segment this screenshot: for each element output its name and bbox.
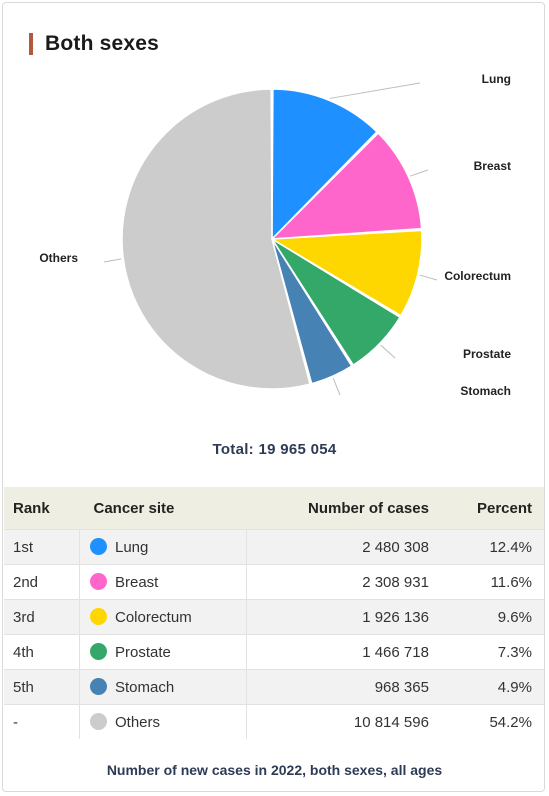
row-cases: 10 814 596 xyxy=(246,704,439,739)
table-row[interactable]: 3rd Colorectum 1 926 136 9.6% xyxy=(4,599,544,635)
site-color-dot xyxy=(90,643,107,660)
row-site: Breast xyxy=(78,564,248,600)
pie-chart: Lung Breast Colorectum Prostate Stomach Other… xyxy=(39,72,511,398)
row-site-label: Others xyxy=(115,714,161,731)
label-connector-stomach xyxy=(332,377,341,396)
row-cases: 2 308 931 xyxy=(246,564,439,600)
chart-title: Both sexes xyxy=(45,32,160,55)
row-site-label: Prostate xyxy=(115,644,171,661)
row-percent: 54.2% xyxy=(438,704,544,739)
row-cases: 1 926 136 xyxy=(246,599,439,635)
pie-label-breast: Breast xyxy=(474,159,511,173)
pie-slice-lung[interactable] xyxy=(271,88,378,240)
row-cases: 968 365 xyxy=(246,669,439,705)
pie-slice-prostate[interactable] xyxy=(271,238,401,366)
row-site: Others xyxy=(78,704,248,739)
label-connector-lung xyxy=(329,82,421,99)
row-site: Colorectum xyxy=(78,599,248,635)
table-row[interactable]: 5th Stomach 968 365 4.9% xyxy=(4,669,544,705)
title-accent-bar xyxy=(29,33,33,55)
label-connector-others xyxy=(103,258,122,263)
row-site: Prostate xyxy=(78,634,248,670)
site-color-dot xyxy=(90,678,107,695)
row-rank: 4th xyxy=(4,634,80,670)
label-connector-prostate xyxy=(380,344,396,359)
header-cancer-site[interactable]: Cancer site xyxy=(79,487,247,530)
row-percent: 7.3% xyxy=(438,634,544,670)
site-color-dot xyxy=(90,538,107,555)
header-rank[interactable]: Rank xyxy=(4,487,80,530)
row-site: Stomach xyxy=(78,669,248,705)
label-connector-breast xyxy=(410,169,429,177)
row-cases: 1 466 718 xyxy=(246,634,439,670)
row-site: Lung xyxy=(78,529,248,565)
table-row[interactable]: 4th Prostate 1 466 718 7.3% xyxy=(4,634,544,670)
pie-slice-stomach[interactable] xyxy=(271,238,353,385)
chart-header: Both sexes xyxy=(29,31,159,57)
pie-label-lung: Lung xyxy=(482,72,511,86)
cases-table: Rank Cancer site Number of cases Percent… xyxy=(4,487,544,739)
pie-slice-colorectum[interactable] xyxy=(271,229,423,317)
table-caption: Number of new cases in 2022, both sexes,… xyxy=(106,762,443,778)
row-percent: 4.9% xyxy=(438,669,544,705)
table-row[interactable]: - Others 10 814 596 54.2% xyxy=(4,704,544,739)
pie-label-prostate: Prostate xyxy=(463,347,511,361)
row-site-label: Lung xyxy=(115,539,149,556)
site-color-dot xyxy=(90,713,107,730)
pie-slice-others[interactable] xyxy=(121,88,311,390)
row-percent: 11.6% xyxy=(438,564,544,600)
row-site-label: Stomach xyxy=(115,679,175,696)
header-number-of-cases[interactable]: Number of cases xyxy=(246,487,439,530)
row-site-label: Colorectum xyxy=(115,609,192,626)
pie-label-colorectum: Colorectum xyxy=(444,269,511,283)
row-rank: 2nd xyxy=(4,564,80,600)
table-header-row: Rank Cancer site Number of cases Percent xyxy=(4,487,544,530)
pie-label-stomach: Stomach xyxy=(460,384,511,398)
row-rank: 5th xyxy=(4,669,80,705)
chart-total: Total: 19 965 054 xyxy=(212,441,337,458)
row-rank: - xyxy=(4,704,80,739)
row-percent: 12.4% xyxy=(438,529,544,565)
pie-slice-breast[interactable] xyxy=(271,132,423,240)
header-percent[interactable]: Percent xyxy=(438,487,544,530)
label-connector-colorectum xyxy=(419,274,438,281)
row-cases: 2 480 308 xyxy=(246,529,439,565)
row-percent: 9.6% xyxy=(438,599,544,635)
row-rank: 3rd xyxy=(4,599,80,635)
site-color-dot xyxy=(90,608,107,625)
pie-label-others: Others xyxy=(39,251,78,265)
row-site-label: Breast xyxy=(115,574,159,591)
site-color-dot xyxy=(90,573,107,590)
table-row[interactable]: 2nd Breast 2 308 931 11.6% xyxy=(4,564,544,600)
row-rank: 1st xyxy=(4,529,80,565)
table-row[interactable]: 1st Lung 2 480 308 12.4% xyxy=(4,529,544,565)
